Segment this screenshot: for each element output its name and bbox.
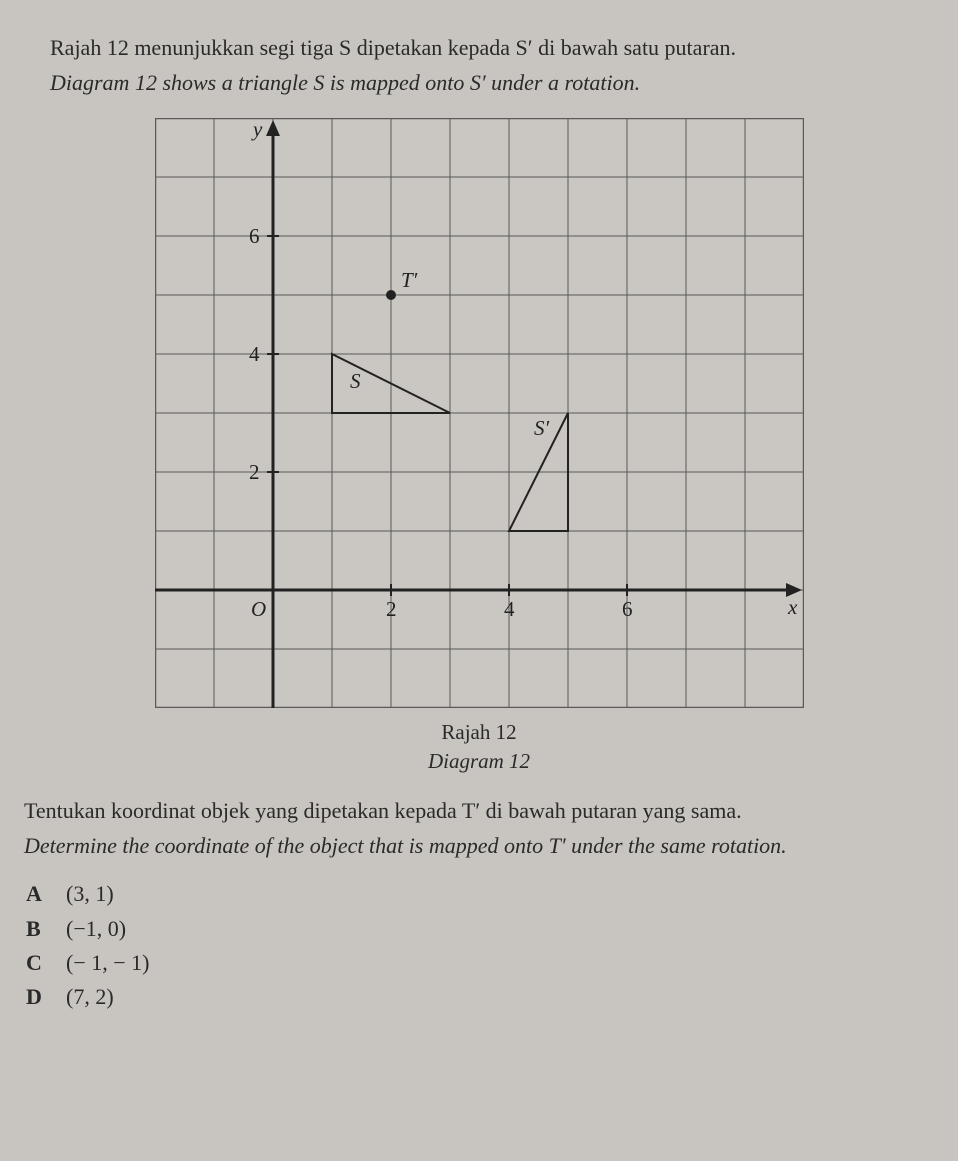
- answer-key-c: C: [26, 946, 44, 980]
- diagram-container: y x O 2 4 6 2 4 6 S S′ T′: [20, 118, 938, 708]
- answer-b: B (−1, 0): [26, 912, 938, 946]
- answer-key-d: D: [26, 980, 44, 1014]
- caption-en: Diagram 12: [20, 747, 938, 775]
- prompt-en: Determine the coordinate of the object t…: [24, 828, 928, 863]
- svg-text:2: 2: [249, 460, 260, 484]
- svg-text:6: 6: [622, 597, 633, 621]
- svg-text:6: 6: [249, 224, 260, 248]
- answer-d: D (7, 2): [26, 980, 938, 1014]
- answer-list: A (3, 1) B (−1, 0) C (− 1, − 1) D (7, 2): [26, 877, 938, 1013]
- answer-val-b: (−1, 0): [66, 912, 126, 946]
- svg-text:x: x: [787, 595, 798, 619]
- svg-text:2: 2: [386, 597, 397, 621]
- answer-val-d: (7, 2): [66, 980, 114, 1014]
- svg-text:S′: S′: [534, 416, 550, 440]
- question-text-ms: Rajah 12 menunjukkan segi tiga S dipetak…: [50, 30, 928, 65]
- svg-text:T′: T′: [401, 268, 418, 292]
- svg-text:S: S: [350, 369, 361, 393]
- svg-text:O: O: [251, 597, 266, 621]
- caption-ms: Rajah 12: [20, 718, 938, 746]
- diagram-caption: Rajah 12 Diagram 12: [20, 718, 938, 775]
- answer-val-c: (− 1, − 1): [66, 946, 149, 980]
- answer-c: C (− 1, − 1): [26, 946, 938, 980]
- coordinate-grid-diagram: y x O 2 4 6 2 4 6 S S′ T′: [155, 118, 804, 708]
- q-line1-en: Diagram 12 shows a triangle S is mapped …: [50, 70, 640, 95]
- question-text-en: Diagram 12 shows a triangle S is mapped …: [50, 65, 928, 100]
- prompt-ms: Tentukan koordinat objek yang dipetakan …: [24, 793, 928, 828]
- svg-text:y: y: [251, 118, 263, 141]
- answer-a: A (3, 1): [26, 877, 938, 911]
- answer-key-b: B: [26, 912, 44, 946]
- svg-text:4: 4: [504, 597, 515, 621]
- q-line1-ms: Rajah 12 menunjukkan segi tiga S dipetak…: [50, 35, 736, 60]
- svg-text:4: 4: [249, 342, 260, 366]
- answer-key-a: A: [26, 877, 44, 911]
- answer-val-a: (3, 1): [66, 877, 114, 911]
